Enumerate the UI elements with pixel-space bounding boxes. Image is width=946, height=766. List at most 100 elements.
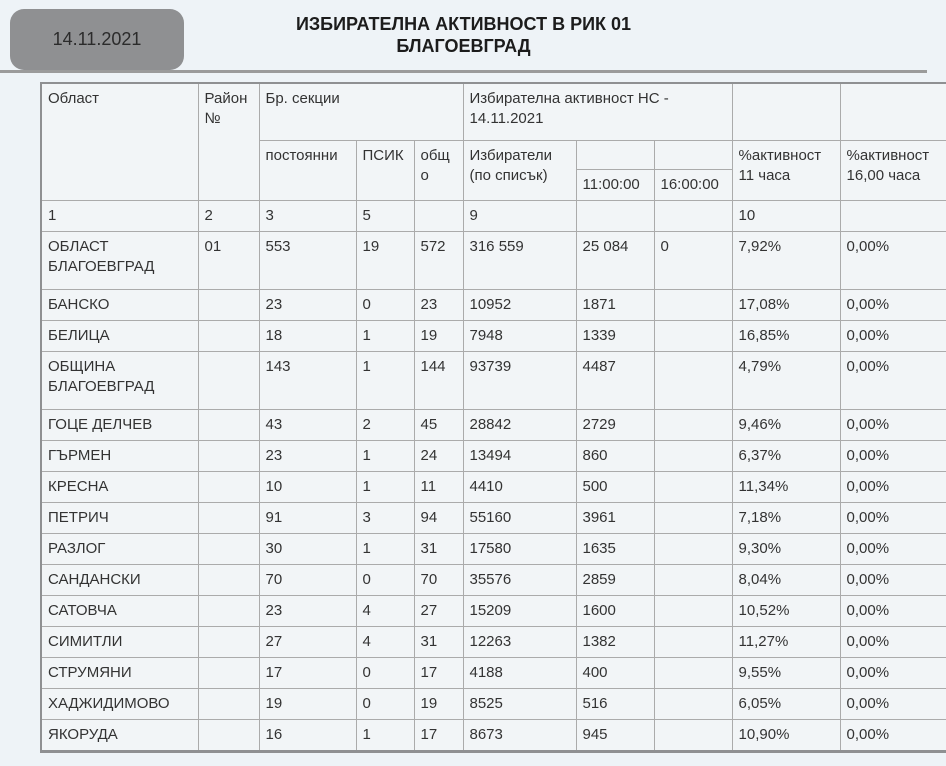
- cell-name: САНДАНСКИ: [40, 563, 199, 596]
- header-obshto: общо: [413, 139, 464, 201]
- cell-t11: 1635: [575, 532, 655, 565]
- cell-postoyanni: 553: [258, 230, 357, 290]
- column-numbers-row: 1 2 3 5 9 10: [40, 199, 946, 232]
- header-postoyanni: постоянни: [258, 139, 357, 201]
- cell-pct11: 7,92%: [731, 230, 841, 290]
- header-izbirateli-po-spisak: Избиратели (по списък): [462, 139, 577, 201]
- cell-psik: 0: [355, 656, 415, 689]
- header-empty-top-2: [839, 82, 946, 141]
- cell-t16: [653, 288, 733, 321]
- colnum-izbirateli: 9: [462, 199, 577, 232]
- cell-rayon: [197, 718, 260, 752]
- cell-pct11: 9,55%: [731, 656, 841, 689]
- header-empty-mid-1: [575, 139, 655, 170]
- cell-rayon: [197, 687, 260, 720]
- header-empty-mid-2: [653, 139, 733, 170]
- cell-pct16: 0,00%: [839, 288, 946, 321]
- cell-postoyanni: 91: [258, 501, 357, 534]
- cell-pct16: 0,00%: [839, 687, 946, 720]
- cell-pct11: 11,34%: [731, 470, 841, 503]
- cell-psik: 19: [355, 230, 415, 290]
- cell-rayon: [197, 288, 260, 321]
- cell-t16: 0: [653, 230, 733, 290]
- table-row: ОБЩИНА БЛАГОЕВГРАД 143 1 144 93739 4487 4,79% 0…: [40, 350, 946, 410]
- cell-t16: [653, 470, 733, 503]
- cell-t11: 516: [575, 687, 655, 720]
- cell-pct11: 4,79%: [731, 350, 841, 410]
- cell-t16: [653, 319, 733, 352]
- colnum-name: 1: [40, 199, 199, 232]
- table-row: СТРУМЯНИ 17 0 17 4188 400 9,55% 0,00%: [40, 656, 946, 689]
- cell-izbirateli: 7948: [462, 319, 577, 352]
- cell-pct16: 0,00%: [839, 470, 946, 503]
- cell-pct16: 0,00%: [839, 532, 946, 565]
- cell-name: ЯКОРУДА: [40, 718, 199, 752]
- cell-obshto: 19: [413, 319, 464, 352]
- cell-postoyanni: 17: [258, 656, 357, 689]
- header-time-16: 16:00:00: [653, 168, 733, 201]
- cell-t16: [653, 625, 733, 658]
- table-row: САНДАНСКИ 70 0 70 35576 2859 8,04% 0,00%: [40, 563, 946, 596]
- cell-name: САТОВЧА: [40, 594, 199, 627]
- header-empty-top-1: [731, 82, 841, 141]
- cell-pct16: 0,00%: [839, 656, 946, 689]
- cell-izbirateli: 4410: [462, 470, 577, 503]
- cell-obshto: 45: [413, 408, 464, 441]
- cell-name: ОБЩИНА БЛАГОЕВГРАД: [40, 350, 199, 410]
- cell-obshto: 24: [413, 439, 464, 472]
- cell-t11: 2859: [575, 563, 655, 596]
- date-tab[interactable]: 14.11.2021: [10, 9, 184, 70]
- cell-t16: [653, 563, 733, 596]
- cell-postoyanni: 27: [258, 625, 357, 658]
- table-row: ПЕТРИЧ 91 3 94 55160 3961 7,18% 0,00%: [40, 501, 946, 534]
- header-rayon-no: Район №: [197, 82, 260, 201]
- cell-izbirateli: 12263: [462, 625, 577, 658]
- cell-psik: 1: [355, 319, 415, 352]
- cell-obshto: 572: [413, 230, 464, 290]
- cell-t16: [653, 718, 733, 752]
- colnum-pct16: [839, 199, 946, 232]
- colnum-t16: [653, 199, 733, 232]
- cell-t16: [653, 439, 733, 472]
- cell-rayon: [197, 594, 260, 627]
- header-time-11: 11:00:00: [575, 168, 655, 201]
- cell-izbirateli: 316 559: [462, 230, 577, 290]
- cell-pct11: 9,46%: [731, 408, 841, 441]
- cell-name: БАНСКО: [40, 288, 199, 321]
- cell-obshto: 144: [413, 350, 464, 410]
- cell-izbirateli: 15209: [462, 594, 577, 627]
- cell-rayon: [197, 319, 260, 352]
- cell-pct11: 7,18%: [731, 501, 841, 534]
- cell-pct11: 9,30%: [731, 532, 841, 565]
- cell-pct11: 6,37%: [731, 439, 841, 472]
- colnum-postoyanni: 3: [258, 199, 357, 232]
- cell-pct16: 0,00%: [839, 625, 946, 658]
- cell-psik: 1: [355, 350, 415, 410]
- cell-psik: 2: [355, 408, 415, 441]
- cell-pct16: 0,00%: [839, 718, 946, 752]
- cell-obshto: 70: [413, 563, 464, 596]
- cell-obshto: 23: [413, 288, 464, 321]
- cell-obshto: 17: [413, 718, 464, 752]
- cell-psik: 3: [355, 501, 415, 534]
- cell-t16: [653, 656, 733, 689]
- cell-pct11: 8,04%: [731, 563, 841, 596]
- page-title-line2: БЛАГОЕВГРАД: [396, 36, 531, 56]
- cell-psik: 0: [355, 288, 415, 321]
- cell-t16: [653, 350, 733, 410]
- cell-t16: [653, 687, 733, 720]
- cell-postoyanni: 143: [258, 350, 357, 410]
- cell-pct11: 6,05%: [731, 687, 841, 720]
- cell-t16: [653, 594, 733, 627]
- colnum-pct11: 10: [731, 199, 841, 232]
- table-row: КРЕСНА 10 1 11 4410 500 11,34% 0,00%: [40, 470, 946, 503]
- cell-postoyanni: 18: [258, 319, 357, 352]
- header-row-1: Област Район № Бр. секции Избирателна ак…: [40, 82, 946, 201]
- table-row: ГОЦЕ ДЕЛЧЕВ 43 2 45 28842 2729 9,46% 0,00%: [40, 408, 946, 441]
- header-row-3: 11:00:00 16:00:00: [41, 168, 946, 201]
- pct16-label-line2: 16,00 часа: [846, 166, 921, 184]
- cell-izbirateli: 93739: [462, 350, 577, 410]
- table-row: БАНСКО 23 0 23 10952 1871 17,08% 0,00%: [40, 288, 946, 321]
- cell-izbirateli: 17580: [462, 532, 577, 565]
